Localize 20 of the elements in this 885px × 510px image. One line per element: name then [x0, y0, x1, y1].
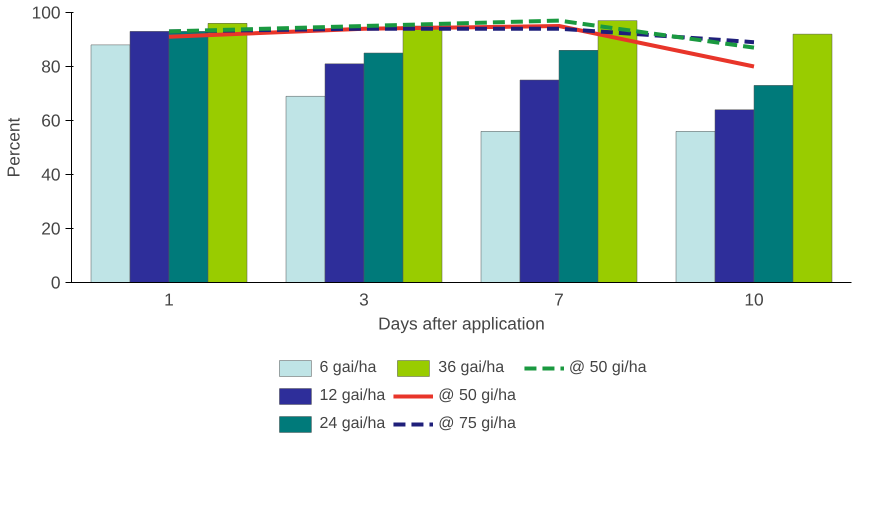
x-tick-label: 1 — [164, 290, 174, 310]
y-tick-label: 100 — [32, 2, 61, 22]
x-tick-label: 7 — [554, 290, 564, 310]
y-tick-label: 60 — [41, 110, 61, 130]
line-series — [167, 18, 756, 50]
x-tick-label: 10 — [744, 290, 764, 310]
legend-label: 12 gai/ha — [319, 387, 386, 405]
y-axis-title: Percent — [4, 117, 24, 178]
x-tick-label: 3 — [359, 290, 369, 310]
legend-label: 24 gai/ha — [319, 415, 386, 433]
legend-label: 6 gai/ha — [319, 359, 376, 377]
y-tick-label: 0 — [50, 272, 61, 292]
y-tick-label: 80 — [41, 56, 61, 76]
y-tick-label: 20 — [41, 218, 61, 238]
y-tick-label: 40 — [41, 164, 61, 184]
legend-label: @ 75 gi/ha — [438, 415, 516, 433]
legend-label: @ 50 gi/ha — [438, 387, 516, 405]
legend-label: 36 gai/ha — [438, 359, 504, 377]
legend-label: @ 50 gi/ha — [568, 359, 647, 377]
x-axis-title: Days after application — [378, 314, 545, 334]
